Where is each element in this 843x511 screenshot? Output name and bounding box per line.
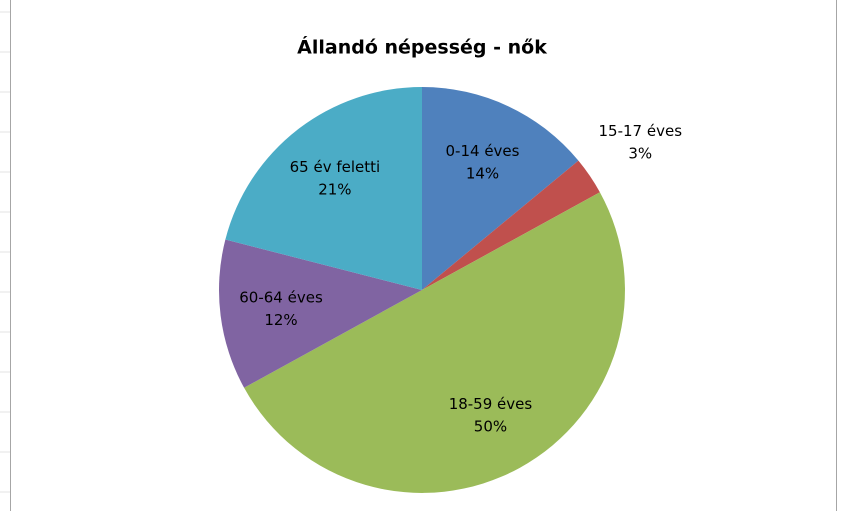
slice-category: 18-59 éves: [449, 395, 533, 413]
slice-category: 0-14 éves: [446, 141, 520, 159]
slice-category: 15-17 éves: [599, 122, 683, 140]
chart-title: Állandó népesség - nők: [297, 36, 547, 59]
slice-label: 60-64 éves 12%: [239, 288, 323, 329]
pie-slice: [244, 192, 625, 493]
pie-slice: [225, 87, 422, 290]
sheet-grid: [0, 11, 10, 493]
slice-value: 21%: [318, 180, 351, 198]
slice-label: 15-17 éves 3%: [599, 122, 683, 163]
pie-slice: [422, 87, 579, 290]
slice-category: 60-64 éves: [239, 288, 323, 306]
slice-value: 12%: [264, 310, 297, 328]
slice-category: 65 év feletti: [290, 158, 381, 176]
slice-label: 0-14 éves 14%: [446, 141, 520, 182]
slice-value: 3%: [628, 144, 652, 162]
pie-slice: [219, 239, 422, 388]
slice-label: 18-59 éves 50%: [449, 395, 533, 436]
slice-value: 14%: [466, 164, 499, 182]
slice-label: 65 év feletti 21%: [290, 158, 381, 199]
pie-slice: [422, 160, 600, 290]
slice-value: 50%: [474, 417, 507, 435]
